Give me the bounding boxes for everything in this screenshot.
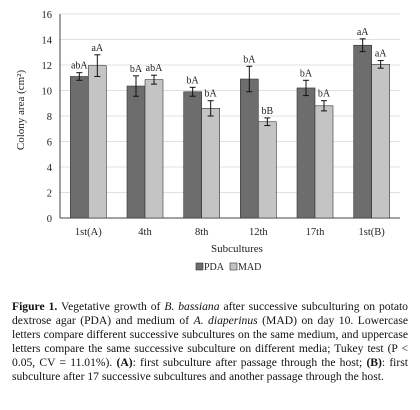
caption-label: Figure 1. (12, 300, 58, 313)
significance-label: abA (146, 63, 163, 74)
legend-swatch-pda (195, 262, 204, 271)
figure-caption: Figure 1. Vegetative growth of B. bassia… (12, 300, 408, 384)
bar-mad (201, 108, 220, 219)
bar-mad (314, 105, 334, 219)
significance-label: bA (130, 64, 143, 75)
y-tick-label: 8 (47, 112, 52, 123)
y-tick-label: 12 (42, 61, 53, 72)
category-label: 1st(B) (359, 227, 386, 238)
caption-text: Vegetative growth of (57, 300, 165, 313)
caption-text: : first subculture after 17 successive s… (12, 356, 408, 383)
y-tick-label: 4 (47, 163, 53, 174)
category-label: 4th (138, 227, 152, 238)
y-tick-label: 10 (42, 87, 53, 98)
legend: PDA MAD (195, 262, 261, 273)
legend-label-pda: PDA (204, 262, 225, 273)
y-tick-label: 14 (42, 36, 53, 47)
y-tick-labels: 0 2 4 6 8 10 12 14 16 (42, 10, 53, 225)
bar-mad (144, 79, 164, 219)
bar-pda (353, 44, 372, 219)
species-name: A. diaperinus (193, 314, 258, 327)
significance-label: bB (261, 106, 273, 117)
legend-swatch-mad (229, 262, 238, 271)
bar-mad (371, 64, 390, 219)
significance-label: aA (375, 49, 387, 60)
significance-label: bA (187, 75, 200, 86)
species-name: B. bassiana (164, 300, 220, 313)
y-axis-label: Colony area (cm²) (15, 70, 27, 151)
bar-pda (240, 78, 259, 219)
category-labels: 1st(A) 4th 8th 12th 17th 1st(B) (75, 227, 385, 238)
caption-ref-b: (B) (366, 356, 382, 369)
bar-pda (70, 76, 89, 219)
significance-label: bA (205, 89, 218, 100)
axes (59, 14, 400, 219)
grid-lines (60, 13, 400, 193)
y-tick-label: 16 (42, 10, 53, 21)
significance-label: abA (71, 61, 88, 72)
significance-label: aA (357, 27, 369, 38)
caption-text: : first subculture after passage through… (132, 356, 367, 369)
category-label: 12th (249, 227, 268, 238)
bar-pda (183, 91, 202, 219)
bar-pda (126, 85, 146, 219)
bar-mad (258, 121, 277, 219)
bar-pda (296, 87, 316, 219)
significance-label: bA (243, 54, 256, 65)
error-bars (76, 38, 384, 127)
significance-label: bA (300, 68, 313, 79)
bars (70, 44, 390, 219)
x-axis-label: Subcultures (211, 243, 263, 255)
caption-text: (MAD) on day 10. Lowercase letters compa… (12, 314, 408, 369)
category-label: 17th (306, 227, 325, 238)
category-label: 8th (195, 227, 209, 238)
category-label: 1st(A) (75, 227, 102, 238)
bar-mad (88, 65, 107, 219)
significance-label: aA (91, 43, 103, 54)
legend-label-mad: MAD (238, 262, 261, 273)
y-tick-label: 2 (47, 189, 52, 200)
caption-text: after successive subculturing on potato … (12, 300, 408, 327)
y-tick-label: 6 (47, 138, 52, 149)
caption-ref-a: (A) (116, 356, 133, 369)
significance-label: bA (318, 89, 331, 100)
y-tick-label: 0 (47, 214, 52, 225)
